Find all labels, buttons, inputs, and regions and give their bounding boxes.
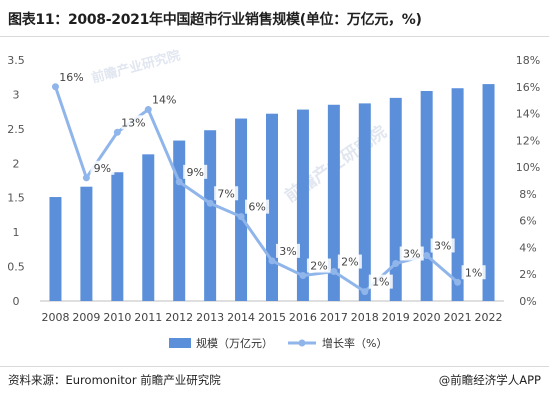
data-label: 1% xyxy=(465,266,482,279)
x-tick-label: 2017 xyxy=(320,311,348,324)
data-label: 7% xyxy=(217,187,234,200)
data-label: 2% xyxy=(310,260,327,273)
data-label: 2% xyxy=(341,256,358,269)
y-left-tick-label: 2.5 xyxy=(7,123,25,136)
y-left-tick-label: 0.5 xyxy=(7,261,25,274)
bar xyxy=(49,197,62,301)
source-note: 资料来源：Euromonitor 前瞻产业研究院 xyxy=(8,373,221,387)
bar xyxy=(358,103,371,301)
y-left-tick-label: 2 xyxy=(13,157,20,170)
x-tick-label: 2011 xyxy=(134,311,162,324)
bar xyxy=(173,140,186,301)
y-right-tick-label: 0% xyxy=(519,295,536,308)
data-label: 16% xyxy=(59,71,83,84)
y-left-tick-label: 3.5 xyxy=(7,54,25,67)
footer-divider xyxy=(0,366,549,367)
y-right-tick-label: 14% xyxy=(516,108,540,121)
title-divider xyxy=(0,36,549,37)
data-label: 9% xyxy=(186,166,203,179)
data-label: 9% xyxy=(94,162,111,175)
data-label: 3% xyxy=(434,239,451,252)
data-label-bg xyxy=(245,199,270,214)
data-label-bg xyxy=(337,254,362,269)
y-right-tick-label: 6% xyxy=(519,215,536,228)
data-label: 1% xyxy=(372,276,389,289)
growth-rate-point xyxy=(206,199,214,207)
data-label-bg xyxy=(276,243,300,258)
legend-line-marker xyxy=(298,339,306,347)
brand-label: @前瞻经济学人APP xyxy=(438,373,541,387)
data-label-bg xyxy=(368,274,393,289)
bar xyxy=(235,118,248,302)
growth-rate-point xyxy=(330,268,338,276)
growth-rate-point xyxy=(175,178,183,186)
data-label-bg xyxy=(121,115,146,130)
x-tick-label: 2016 xyxy=(289,311,317,324)
data-label-bg xyxy=(399,246,424,261)
y-left-tick-label: 0 xyxy=(13,295,20,308)
bar xyxy=(389,97,402,301)
x-tick-label: 2015 xyxy=(258,311,286,324)
growth-rate-point xyxy=(237,213,245,221)
bar xyxy=(327,104,340,301)
y-right-tick-label: 4% xyxy=(519,241,536,254)
growth-rate-point xyxy=(113,128,121,136)
data-label-bg xyxy=(430,238,455,253)
x-tick-label: 2012 xyxy=(165,311,193,324)
data-label: 3% xyxy=(279,245,296,258)
data-label-bg xyxy=(152,92,177,107)
data-label: 3% xyxy=(403,248,420,261)
x-tick-label: 2021 xyxy=(444,311,472,324)
chart: 0 0.5 1 1.5 2 2.5 3 3.5 0% 2% 4% 6% 8% 10% 12% 14% 16% 18… xyxy=(7,54,540,350)
y-left-tick-label: 3 xyxy=(13,88,20,101)
legend-line-label: 增长率（%） xyxy=(322,336,387,350)
y-right-tick-label: 18% xyxy=(516,54,540,67)
bar xyxy=(420,90,433,301)
data-label-bg xyxy=(306,258,331,273)
y-right-tick-label: 2% xyxy=(519,268,536,281)
bar xyxy=(204,130,217,301)
x-tick-label: 2013 xyxy=(196,311,224,324)
growth-rate-point xyxy=(82,174,90,182)
growth-rate-point xyxy=(144,106,152,114)
growth-rate-point xyxy=(392,260,400,268)
bar xyxy=(111,172,124,301)
legend-bar-label: 规模（万亿元） xyxy=(196,336,273,350)
data-label: 6% xyxy=(248,201,265,214)
x-tick-label: 2018 xyxy=(351,311,379,324)
chart-title: 图表11：2008-2021年中国超市行业销售规模(单位：万亿元，%) xyxy=(8,12,422,28)
growth-rate-point xyxy=(268,257,276,265)
x-tick-label: 2020 xyxy=(413,311,441,324)
y-right-tick-label: 10% xyxy=(516,161,540,174)
data-label: 14% xyxy=(152,94,176,107)
bar xyxy=(142,154,155,301)
data-label-bg xyxy=(183,164,208,179)
data-label-bg xyxy=(214,186,239,201)
growth-rate-point xyxy=(423,251,431,259)
growth-rate-point xyxy=(299,272,307,280)
x-tick-label: 2014 xyxy=(227,311,255,324)
bar xyxy=(482,84,495,301)
legend-bar-swatch xyxy=(169,338,191,348)
x-tick-label: 2009 xyxy=(72,311,100,324)
bar xyxy=(80,186,93,301)
y-left-tick-label: 1.5 xyxy=(7,192,25,205)
x-tick-label: 2008 xyxy=(41,311,69,324)
data-label-bg xyxy=(90,160,115,175)
data-label-bg xyxy=(59,69,84,84)
y-right-tick-label: 8% xyxy=(519,188,536,201)
y-right-tick-label: 12% xyxy=(516,134,540,147)
data-label: 13% xyxy=(121,116,145,129)
growth-rate-point xyxy=(51,83,59,91)
growth-rate-point xyxy=(361,288,369,296)
y-right-tick-label: 16% xyxy=(516,81,540,94)
y-left-tick-label: 1 xyxy=(13,226,20,239)
x-tick-label: 2010 xyxy=(103,311,131,324)
growth-rate-point xyxy=(454,278,462,286)
x-tick-label: 2019 xyxy=(382,311,410,324)
data-label-bg xyxy=(461,265,486,280)
x-tick-label: 2022 xyxy=(475,311,503,324)
